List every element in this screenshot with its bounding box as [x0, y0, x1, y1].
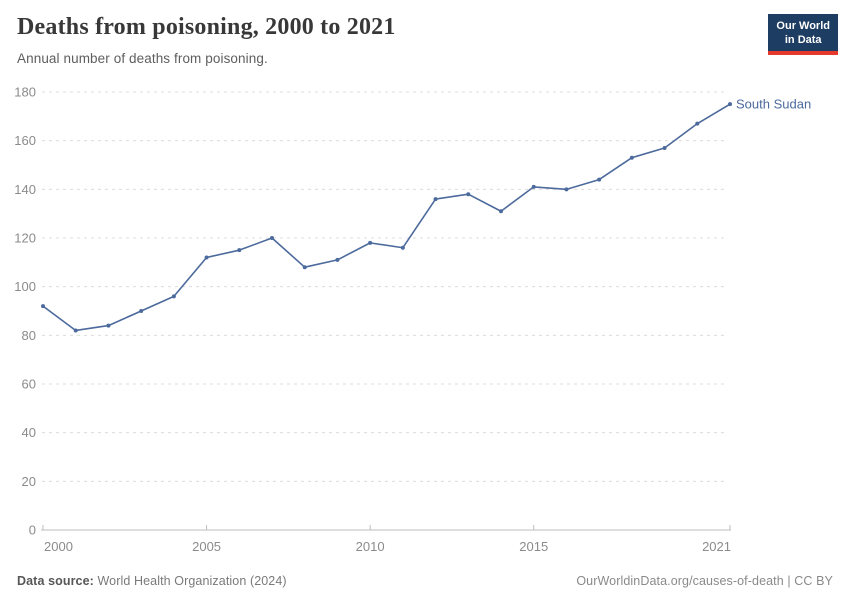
y-tick-label: 180 — [14, 85, 36, 100]
data-point[interactable] — [302, 265, 307, 270]
x-tick-label: 2010 — [356, 539, 385, 554]
y-tick-label: 60 — [22, 377, 36, 392]
logo-line2: in Data — [784, 34, 822, 47]
chart-subtitle: Annual number of deaths from poisoning. — [17, 50, 268, 66]
data-point[interactable] — [433, 197, 438, 202]
data-point[interactable] — [499, 209, 503, 214]
data-point[interactable] — [237, 248, 242, 253]
x-tick-label: 2005 — [192, 539, 221, 554]
y-tick-label: 140 — [14, 182, 36, 197]
x-tick-label: 2000 — [44, 539, 73, 554]
data-point[interactable] — [106, 323, 111, 328]
credit-line: OurWorldinData.org/causes-of-death | CC … — [576, 574, 833, 588]
data-point[interactable] — [629, 155, 634, 160]
data-point[interactable] — [466, 192, 471, 197]
data-point[interactable] — [597, 177, 602, 182]
y-tick-label: 160 — [14, 133, 36, 148]
y-tick-label: 20 — [22, 474, 36, 489]
data-point[interactable] — [204, 255, 209, 260]
data-point[interactable] — [335, 257, 340, 262]
y-tick-label: 0 — [29, 523, 36, 538]
data-source-label: Data source: — [17, 574, 94, 588]
y-tick-label: 40 — [22, 425, 36, 440]
gridlines — [42, 91, 727, 482]
data-source: Data source: World Health Organization (… — [17, 574, 287, 588]
chart-header: Deaths from poisoning, 2000 to 2021 Annu… — [17, 14, 396, 66]
entity-label[interactable]: South Sudan — [736, 97, 811, 112]
data-point[interactable] — [564, 187, 569, 192]
x-axis — [41, 525, 731, 531]
page-title: Deaths from poisoning, 2000 to 2021 — [17, 14, 396, 40]
data-points — [41, 102, 732, 333]
data-point[interactable] — [73, 328, 78, 333]
data-point[interactable] — [171, 294, 176, 299]
y-tick-label: 100 — [14, 279, 36, 294]
data-point[interactable] — [41, 304, 45, 309]
data-point[interactable] — [695, 121, 700, 126]
x-tick-label: 2015 — [519, 539, 548, 554]
owid-logo[interactable]: Our World in Data — [768, 14, 838, 55]
x-axis-labels: 2000 2005 2010 2015 2021 — [44, 539, 731, 554]
y-axis-labels: 0 20 40 60 80 100 120 140 160 180 — [14, 85, 36, 538]
data-line[interactable] — [42, 103, 731, 332]
data-point[interactable] — [400, 245, 405, 250]
x-tick-label: 2021 — [702, 539, 731, 554]
data-point[interactable] — [368, 240, 373, 245]
data-point[interactable] — [270, 236, 274, 240]
y-tick-label: 80 — [22, 328, 36, 343]
logo-line1: Our World — [776, 20, 830, 32]
data-point[interactable] — [662, 145, 667, 150]
chart-footer: Data source: World Health Organization (… — [17, 574, 833, 588]
data-point[interactable] — [139, 309, 144, 313]
data-point[interactable] — [531, 184, 536, 189]
data-point[interactable] — [728, 102, 732, 107]
y-tick-label: 120 — [14, 231, 36, 246]
data-source-value: World Health Organization (2024) — [97, 574, 287, 588]
